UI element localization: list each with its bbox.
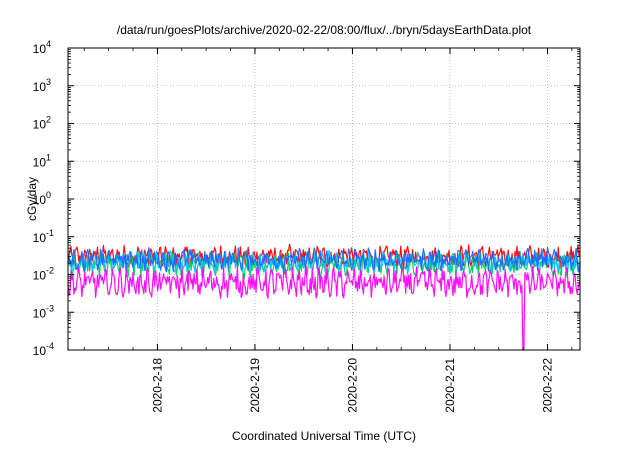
y-tick-label: 10 bbox=[33, 80, 47, 94]
y-tick-exponent: -2 bbox=[46, 266, 54, 276]
y-tick-exponent: 0 bbox=[46, 190, 51, 200]
y-tick-exponent: 1 bbox=[46, 152, 51, 162]
x-axis-label: Coordinated Universal Time (UTC) bbox=[232, 429, 416, 443]
y-tick-exponent: -4 bbox=[46, 341, 54, 351]
x-tick-label: 2020-2-19 bbox=[248, 358, 262, 413]
y-tick-exponent: 3 bbox=[46, 77, 51, 87]
chart-title: /data/run/goesPlots/archive/2020-02-22/0… bbox=[117, 23, 532, 37]
y-tick-exponent: 2 bbox=[46, 115, 51, 125]
series-line bbox=[67, 265, 581, 351]
y-tick-label: 10 bbox=[33, 306, 47, 320]
x-tick-label: 2020-2-21 bbox=[443, 358, 457, 413]
y-tick-label: 10 bbox=[33, 193, 47, 207]
series-line bbox=[67, 249, 581, 274]
y-tick-label: 10 bbox=[33, 269, 47, 283]
y-tick-exponent: -1 bbox=[46, 228, 54, 238]
y-tick-label: 10 bbox=[33, 344, 47, 358]
y-axis-label: cGy/day bbox=[25, 177, 39, 221]
y-tick-label: 10 bbox=[33, 118, 47, 132]
series-line bbox=[67, 246, 581, 273]
series-layer bbox=[67, 243, 581, 351]
y-tick-label: 10 bbox=[33, 42, 47, 56]
x-tick-label: 2020-2-18 bbox=[150, 358, 164, 413]
y-tick-exponent: -3 bbox=[46, 303, 54, 313]
y-tick-exponent: 4 bbox=[46, 39, 51, 49]
y-tick-label: 10 bbox=[33, 231, 47, 245]
y-tick-label: 10 bbox=[33, 155, 47, 169]
x-tick-label: 2020-2-22 bbox=[540, 358, 554, 413]
grid bbox=[68, 48, 580, 350]
x-tick-label: 2020-2-20 bbox=[345, 358, 359, 413]
